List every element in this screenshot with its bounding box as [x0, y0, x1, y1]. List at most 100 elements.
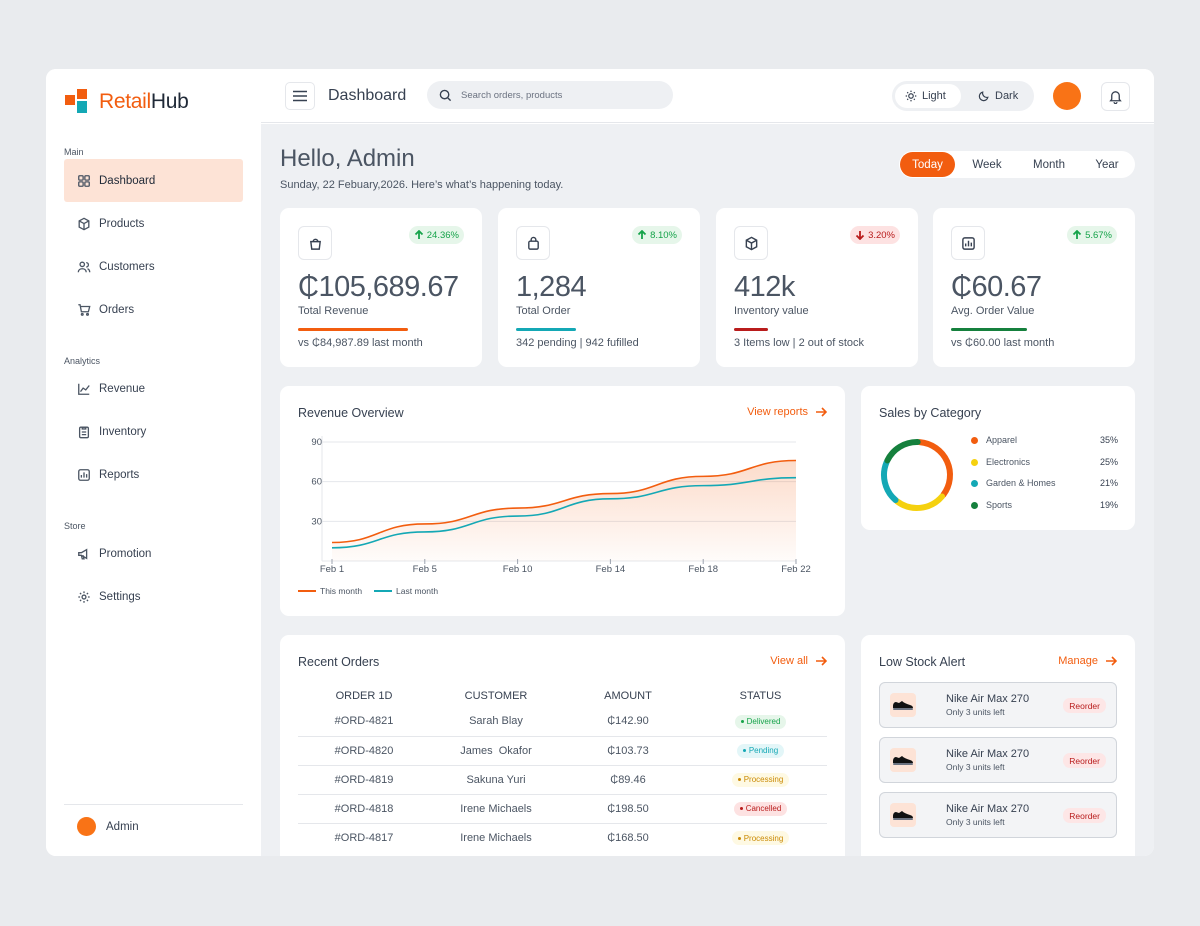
sidebar-item-promotion[interactable]: Promotion [64, 532, 243, 575]
main-content: Hello, Admin Sunday, 22 Febuary,2026. He… [261, 124, 1154, 856]
sidebar-item-label: Customers [99, 260, 155, 273]
view-all-link[interactable]: View all [770, 655, 827, 667]
change-value: 5.67% [1085, 229, 1112, 241]
order-amount: ₵168.50 [607, 831, 649, 844]
sidebar-item-label: Products [99, 217, 145, 230]
sidebar-item-label: Dashboard [99, 174, 156, 187]
range-month[interactable]: Month [1033, 158, 1065, 171]
kpi-subtext: 342 pending | 942 fufilled [516, 337, 639, 349]
column-header[interactable]: STATUS [739, 690, 782, 702]
view-reports-link[interactable]: View reports [747, 406, 827, 418]
brand-name: RetailHub [99, 90, 189, 114]
bell-icon [1109, 91, 1122, 104]
notifications-button[interactable] [1101, 82, 1130, 111]
theme-dark-button[interactable]: Dark [968, 84, 1032, 108]
category-dot [971, 436, 978, 444]
legend-swatch [298, 590, 316, 592]
stock-item[interactable]: Nike Air Max 270 Only 3 units left Reord… [879, 792, 1117, 838]
sneaker-icon [890, 748, 916, 772]
manage-label: Manage [1058, 655, 1098, 667]
category-name: Apparel [986, 435, 1018, 445]
view-all-label: View all [770, 655, 808, 667]
status-badge: Delivered [734, 714, 787, 729]
change-badge: 3.20% [850, 226, 900, 244]
status-badge: Processing [731, 772, 790, 787]
table-row[interactable]: #ORD-4819 Sakuna Yuri ₵89.46 Processing [298, 765, 827, 795]
range-year[interactable]: Year [1095, 158, 1119, 171]
kpi-value: ₵105,689.67 [298, 271, 459, 303]
orders-table: ORDER 1D CUSTOMER AMOUNT STATUS #ORD-482… [298, 685, 827, 852]
donut-slice-sports[interactable] [884, 439, 921, 464]
sidebar-divider [64, 804, 243, 805]
category-dot [971, 501, 978, 509]
y-tick-label: 60 [311, 477, 322, 488]
reorder-button[interactable]: Reorder [1063, 698, 1106, 713]
sidebar-item-revenue[interactable]: Revenue [64, 367, 243, 410]
order-status-cell: Processing [694, 823, 827, 852]
manage-link[interactable]: Manage [1058, 655, 1117, 667]
search-bar[interactable] [427, 81, 673, 109]
series-area-this-month [332, 460, 796, 561]
kpi-card-inventory[interactable]: 3.20% 412k Inventory value 3 Items low |… [716, 208, 918, 367]
greeting-title: Hello, Admin [280, 145, 415, 172]
reorder-button[interactable]: Reorder [1063, 808, 1106, 823]
sidebar-item-reports[interactable]: Reports [64, 453, 243, 496]
range-week[interactable]: Week [972, 158, 1002, 171]
category-row: Electronics 25% [971, 455, 1118, 469]
sidebar-item-label: Reports [99, 468, 140, 481]
legend-label: This month [320, 586, 363, 596]
order-customer: Sakuna Yuri [430, 765, 562, 795]
sidebar-item-settings[interactable]: Settings [64, 575, 243, 618]
sidebar-item-products[interactable]: Products [64, 202, 243, 245]
donut-slice-garden-homes[interactable] [881, 459, 899, 504]
category-row: Sports 19% [971, 498, 1118, 512]
sidebar-item-inventory[interactable]: Inventory [64, 410, 243, 453]
table-row[interactable]: #ORD-4820 James Okafor ₵103.73 Pending [298, 736, 827, 766]
donut-slice-apparel[interactable] [916, 439, 953, 498]
sidebar-user-name: Admin [106, 820, 139, 833]
stock-item[interactable]: Nike Air Max 270 Only 3 units left Reord… [879, 737, 1117, 783]
column-header[interactable]: CUSTOMER [464, 690, 528, 702]
change-value: 8.10% [650, 229, 677, 241]
legend-swatch [374, 590, 393, 592]
avatar [77, 817, 96, 836]
sneaker-icon [890, 693, 916, 717]
arrow-down-icon [855, 231, 865, 240]
user-avatar[interactable] [1053, 82, 1081, 110]
table-row[interactable]: #ORD-4818 Irene Michaels ₵198.50 Cancell… [298, 794, 827, 824]
section-main-label: Main [64, 147, 84, 157]
donut-slice-electronics[interactable] [894, 493, 946, 511]
section-analytics-label: Analytics [64, 356, 101, 366]
kpi-accent-bar [516, 328, 576, 331]
reorder-button[interactable]: Reorder [1063, 753, 1106, 768]
sidebar-item-customers[interactable]: Customers [64, 245, 243, 288]
topbar: Dashboard Light Dark [261, 69, 1154, 123]
sneaker-icon [890, 803, 916, 827]
category-pct: 21% [1099, 478, 1118, 488]
theme-light-button[interactable]: Light [895, 84, 961, 108]
kpi-subtext: 3 Items low | 2 out of stock [734, 337, 865, 349]
search-input[interactable] [461, 89, 661, 101]
kpi-card-avg-order[interactable]: 5.67% ₵60.67 Avg. Order Value vs ₵60.00 … [933, 208, 1135, 367]
table-row[interactable]: #ORD-4817 Irene Michaels ₵168.50 Process… [298, 823, 827, 852]
table-row[interactable]: #ORD-4821 Sarah Blay ₵142.90 Delivered [298, 707, 827, 737]
x-tick-label: Feb 10 [503, 564, 533, 575]
column-header[interactable]: ORDER 1D [335, 690, 393, 702]
range-today[interactable]: Today [900, 152, 955, 177]
recent-orders-card: Recent Orders View all ORDER 1D CUSTOMER… [280, 635, 845, 856]
column-header[interactable]: AMOUNT [604, 690, 652, 702]
sidebar-item-label: Inventory [99, 425, 147, 438]
brand-suffix: Hub [150, 90, 189, 113]
sidebar-item-dashboard[interactable]: Dashboard [64, 159, 243, 202]
stock-item[interactable]: Nike Air Max 270 Only 3 units left Reord… [879, 682, 1117, 728]
order-amount: ₵103.73 [562, 736, 694, 766]
order-id: #ORD-4821 [298, 707, 430, 737]
bar-chart-icon [951, 226, 985, 260]
order-id: #ORD-4817 [334, 831, 394, 844]
sidebar-item-orders[interactable]: Orders [64, 288, 243, 331]
kpi-card-revenue[interactable]: 24.36% ₵105,689.67 Total Revenue vs ₵84,… [280, 208, 482, 367]
kpi-card-orders[interactable]: 8.10% 1,284 Total Order 342 pending | 94… [498, 208, 700, 367]
sidebar-user[interactable]: Admin [77, 817, 139, 836]
brand-logo[interactable]: RetailHub [65, 89, 189, 115]
menu-button[interactable] [285, 82, 315, 110]
